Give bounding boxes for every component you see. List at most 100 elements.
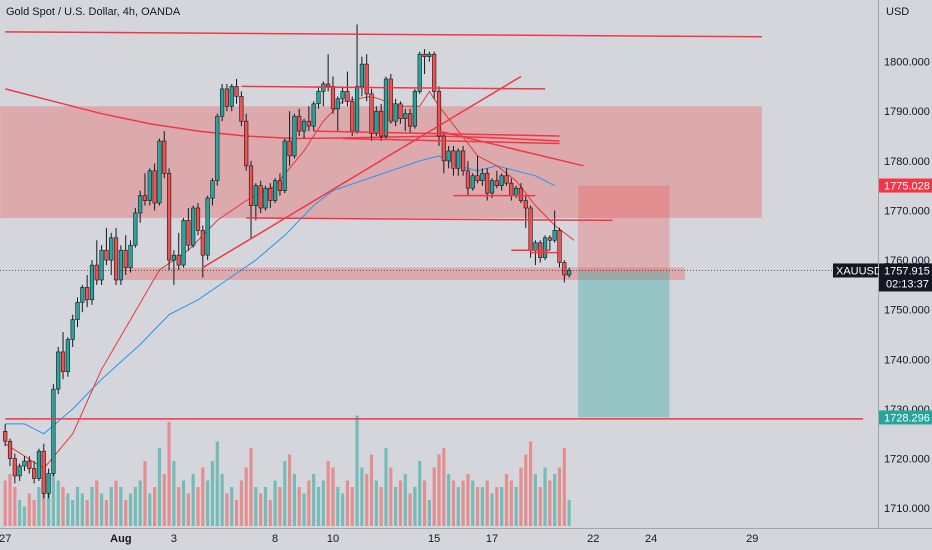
candle-body [393,103,398,122]
volume-bar [360,467,364,526]
volume-bar [278,487,282,526]
volume-bar [138,480,142,526]
candle-body [17,465,22,477]
candle [417,51,422,94]
candle [109,232,114,275]
candle-body [369,93,374,134]
candle-body [51,388,56,474]
volume-bar [259,493,263,526]
candle-body [258,185,263,209]
candle-body [326,83,331,87]
volume-bar [61,487,65,526]
volume-bar [321,480,325,526]
candle [460,145,466,176]
candle-body [547,237,552,241]
candle [311,101,316,132]
volume-bar [519,467,523,526]
candle [451,145,456,176]
y-tick-label: 1720.000 [884,454,930,466]
candle-body [99,249,104,281]
x-tick-label: Aug [110,533,131,545]
x-tick-label: 24 [645,533,657,545]
volume-bar [504,474,509,526]
volume-bar [326,461,330,526]
candle-body [200,230,205,256]
candle [504,168,509,186]
volume-bar [461,480,465,526]
price-tag-target-price [879,410,932,425]
volume-bar [316,487,321,526]
volume-bar [133,487,137,526]
candle-body [244,120,249,167]
volume-bar [32,500,36,526]
candle [489,178,495,199]
candle-body [152,170,157,204]
volume-bar [557,467,562,526]
x-tick-label: 17 [486,533,498,545]
candle [273,178,278,204]
volume-bar [418,461,422,526]
candle-body [263,187,268,209]
volume-bar [427,500,431,526]
volume-bar [374,480,378,526]
volume-bar [18,500,22,526]
volume-bar [37,487,41,526]
take-profit-zone [577,270,670,418]
candle [282,138,287,194]
volume-bar [124,500,128,526]
candle-body [514,187,519,196]
volume-bar [51,461,55,526]
candle [17,463,22,481]
candle-body [7,440,13,459]
y-tick-label: 1790.000 [884,106,930,118]
volume-bar [162,474,166,526]
candle [3,423,8,447]
candle [94,240,99,285]
stop-loss-zone [577,185,670,271]
candle-body [350,101,355,132]
candle-body [407,113,413,127]
volume-bar [244,467,248,526]
candle-body [542,237,548,258]
candle-body [301,120,307,132]
volume-bar [230,487,234,526]
candle [388,74,393,124]
candle-body [335,98,340,110]
volume-bar [490,493,494,526]
candle [562,260,567,283]
y-tick-label: 1710.000 [884,503,930,515]
candle-body [157,140,162,204]
candle-body [191,207,196,246]
candle [407,108,413,134]
candle [7,438,13,467]
candle-body [123,249,128,268]
volume-bar [287,454,292,526]
volume-bar [104,500,109,526]
candle-body [22,460,27,467]
candle [46,468,51,499]
candle-body [306,120,311,127]
candle [268,183,273,209]
y-tick-label: 1750.000 [884,305,930,317]
candle-body [311,103,316,127]
candle [379,103,384,142]
candle-body [383,78,389,137]
candle-body [432,53,437,92]
candle-body [523,200,528,209]
candle [80,284,85,313]
candle-body [166,172,172,261]
y-tick-label: 1770.000 [884,205,930,217]
volume-bar [567,500,571,526]
candle [359,56,364,97]
candle-body [552,230,557,241]
candle [518,183,524,204]
candle [32,461,37,484]
candle [364,54,369,102]
candle-body [186,220,191,246]
candle [253,183,258,221]
candle [277,173,283,196]
candle-body [171,254,177,261]
candle [12,453,17,484]
volume-bar [186,493,190,526]
